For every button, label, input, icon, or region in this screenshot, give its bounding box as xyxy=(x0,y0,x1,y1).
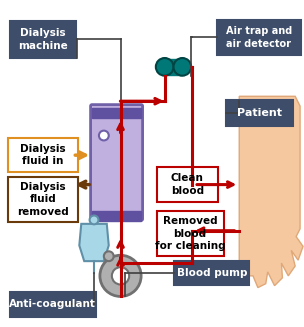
FancyBboxPatch shape xyxy=(157,211,223,256)
Bar xyxy=(92,211,141,221)
FancyBboxPatch shape xyxy=(174,261,249,285)
FancyBboxPatch shape xyxy=(8,138,78,172)
Text: Dialysis
fluid
removed: Dialysis fluid removed xyxy=(17,182,69,217)
Circle shape xyxy=(112,267,129,284)
Circle shape xyxy=(99,130,109,140)
FancyBboxPatch shape xyxy=(157,167,218,202)
Text: Air trap and
air detector: Air trap and air detector xyxy=(226,26,292,49)
FancyBboxPatch shape xyxy=(8,177,78,222)
Bar xyxy=(165,59,182,75)
Text: Patient: Patient xyxy=(237,108,282,118)
Circle shape xyxy=(156,58,174,76)
Circle shape xyxy=(90,215,98,224)
Circle shape xyxy=(174,58,191,76)
FancyBboxPatch shape xyxy=(10,21,76,58)
Text: Anti-coagulant: Anti-coagulant xyxy=(9,299,96,309)
Circle shape xyxy=(100,255,141,297)
Polygon shape xyxy=(239,96,303,288)
Text: Dialysis
machine: Dialysis machine xyxy=(18,28,68,51)
Circle shape xyxy=(104,251,114,261)
Text: Removed
blood
for cleaning: Removed blood for cleaning xyxy=(155,216,226,251)
FancyBboxPatch shape xyxy=(226,100,293,126)
Bar xyxy=(92,108,141,118)
Text: Blood pump: Blood pump xyxy=(177,268,247,278)
FancyBboxPatch shape xyxy=(10,292,96,317)
Polygon shape xyxy=(79,224,109,261)
Text: Clean
blood: Clean blood xyxy=(171,173,204,196)
FancyBboxPatch shape xyxy=(91,105,143,220)
FancyBboxPatch shape xyxy=(217,20,301,55)
Text: Dialysis
fluid in: Dialysis fluid in xyxy=(20,144,66,166)
